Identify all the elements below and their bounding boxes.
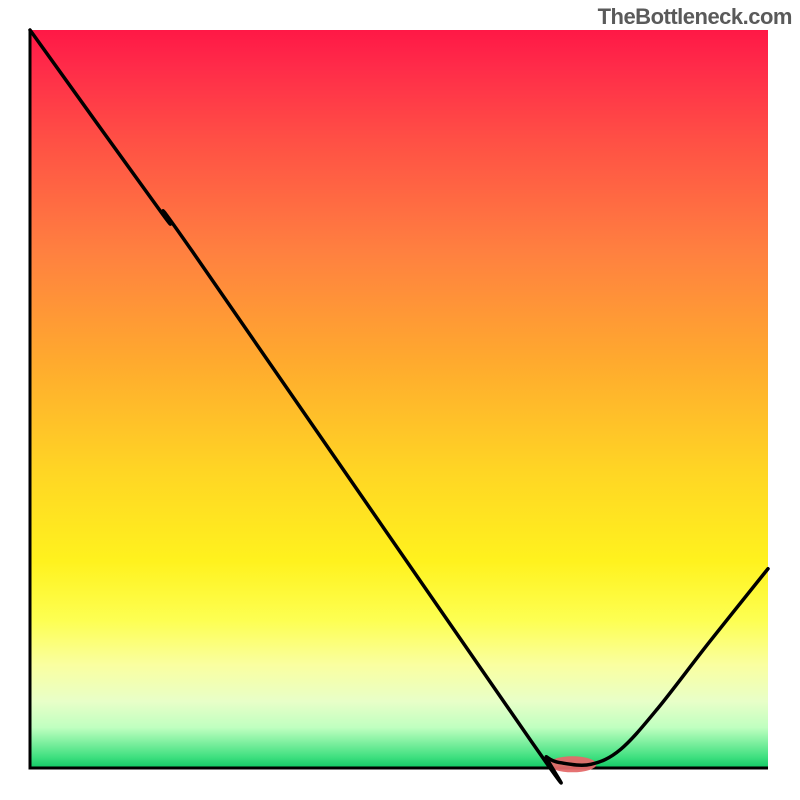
bottleneck-chart [0,0,800,800]
plot-background [30,30,768,768]
watermark-text: TheBottleneck.com [598,4,792,30]
chart-container: TheBottleneck.com [0,0,800,800]
